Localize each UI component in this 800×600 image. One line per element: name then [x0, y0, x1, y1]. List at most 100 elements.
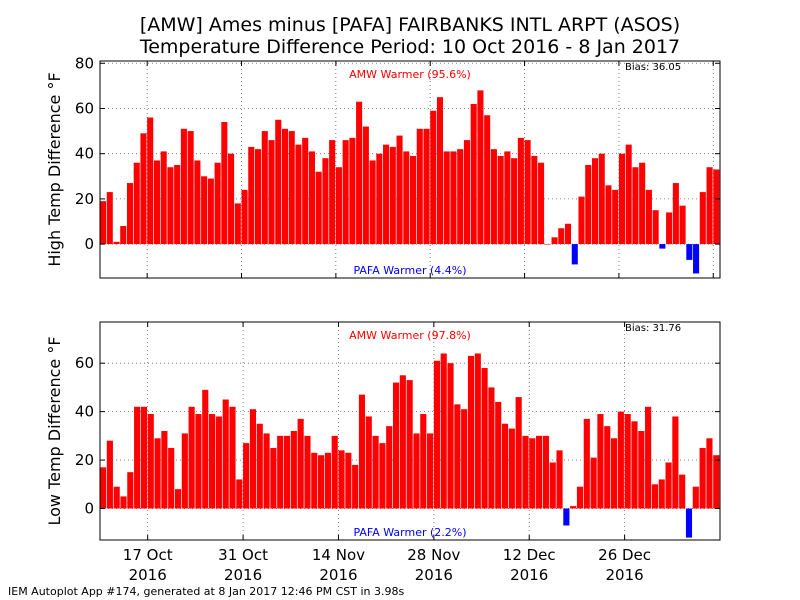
low-bar-46 — [413, 433, 420, 509]
low-bar-65 — [542, 435, 549, 509]
low-bar-2 — [113, 486, 120, 509]
high-bar-81 — [645, 189, 652, 245]
low-bar-57 — [488, 387, 495, 509]
low-y-tick-label: 40 — [75, 403, 94, 421]
high-bar-58 — [490, 149, 497, 245]
low-bar-17 — [215, 416, 222, 509]
low-bar-34 — [331, 435, 338, 509]
high-bar-61 — [511, 158, 518, 245]
low-bar-58 — [495, 401, 502, 509]
high-bar-84 — [666, 212, 673, 245]
low-bar-88 — [699, 447, 706, 509]
low-bar-21 — [243, 443, 250, 509]
high-bar-67 — [551, 237, 558, 245]
high-bias-label: Bias: 36.05 — [625, 62, 681, 73]
low-bar-30 — [304, 435, 311, 509]
low-bar-15 — [202, 389, 209, 509]
high-bar-9 — [160, 151, 167, 245]
high-bar-62 — [517, 137, 524, 245]
high-bar-3 — [120, 226, 127, 245]
low-bar-83 — [665, 462, 672, 509]
low-bar-52 — [454, 404, 461, 509]
low-bar-78 — [631, 421, 638, 509]
low-bar-84 — [672, 416, 679, 509]
low-bar-67 — [556, 450, 563, 509]
high-bar-43 — [389, 146, 396, 245]
high-bar-83 — [659, 244, 666, 249]
low-bar-71 — [583, 418, 590, 509]
low-bar-12 — [181, 433, 188, 509]
low-bar-3 — [120, 496, 127, 509]
high-bar-51 — [443, 151, 450, 245]
x-tick-label-date: 31 Oct — [218, 546, 268, 564]
low-y-tick-label: 60 — [75, 354, 94, 372]
high-bar-48 — [423, 128, 430, 245]
low-bar-87 — [692, 486, 699, 509]
high-bar-70 — [571, 244, 578, 265]
high-bar-42 — [383, 144, 390, 245]
low-bar-56 — [481, 368, 488, 509]
high-bar-53 — [457, 149, 464, 245]
high-bar-52 — [450, 151, 457, 245]
high-bar-78 — [625, 144, 632, 245]
high-bar-59 — [497, 155, 504, 245]
high-bar-91 — [713, 169, 720, 245]
high-bar-60 — [504, 151, 511, 245]
high-bar-45 — [403, 151, 410, 245]
x-tick-label-date: 17 Oct — [123, 546, 173, 564]
high-bar-31 — [308, 151, 315, 245]
low-bar-27 — [283, 435, 291, 509]
high-bar-34 — [329, 140, 336, 245]
low-bar-86 — [685, 508, 693, 538]
low-bar-64 — [536, 435, 543, 509]
high-bar-88 — [693, 244, 700, 274]
high-y-tick-label: 20 — [75, 190, 94, 208]
footer-note: IEM Autoplot App #174, generated at 8 Ja… — [8, 585, 405, 598]
x-tick-label-year: 2016 — [606, 566, 644, 584]
chart-title-line-2: Temperature Difference Period: 10 Oct 20… — [139, 36, 680, 58]
high-bar-85 — [672, 183, 679, 245]
high-bar-23 — [255, 149, 262, 245]
low-bar-70 — [576, 486, 584, 509]
high-bar-44 — [396, 135, 403, 245]
high-bar-7 — [147, 117, 154, 245]
low-y-tick-label: 0 — [84, 500, 94, 518]
low-bar-68 — [563, 508, 570, 526]
low-bar-53 — [461, 409, 468, 509]
low-bar-55 — [474, 353, 481, 509]
high-bar-24 — [261, 131, 268, 245]
low-bar-18 — [222, 399, 229, 509]
high-negative-label: PAFA Warmer (4.4%) — [353, 264, 466, 277]
low-bar-45 — [406, 380, 413, 509]
high-bar-40 — [369, 160, 376, 245]
low-bar-80 — [645, 406, 652, 509]
high-bar-89 — [699, 192, 706, 245]
low-bar-29 — [297, 418, 304, 509]
low-bar-25 — [270, 447, 277, 509]
low-negative-label: PAFA Warmer (2.2%) — [353, 526, 466, 539]
low-bar-81 — [651, 484, 658, 509]
low-bar-35 — [338, 450, 345, 509]
low-bar-66 — [549, 462, 556, 509]
high-bar-63 — [524, 140, 531, 245]
high-bar-12 — [180, 128, 187, 245]
high-bar-17 — [214, 162, 221, 245]
low-bar-16 — [209, 414, 216, 509]
low-bar-59 — [501, 423, 509, 509]
low-bar-44 — [399, 375, 406, 509]
low-bar-47 — [420, 414, 427, 509]
high-bar-79 — [632, 167, 639, 245]
low-bar-31 — [311, 452, 318, 509]
high-bar-32 — [315, 171, 322, 245]
high-bar-38 — [356, 101, 363, 245]
high-bar-0 — [100, 201, 107, 245]
high-bar-4 — [126, 183, 134, 245]
high-bar-54 — [463, 140, 470, 245]
low-bar-36 — [345, 452, 352, 509]
low-bar-28 — [290, 431, 297, 509]
low-bar-51 — [447, 363, 454, 509]
low-plot-frame — [99, 321, 721, 541]
low-bar-42 — [386, 426, 393, 509]
chart-title-line-1: [AMW] Ames minus [PAFA] FAIRBANKS INTL A… — [140, 14, 680, 36]
high-bar-28 — [288, 131, 295, 245]
